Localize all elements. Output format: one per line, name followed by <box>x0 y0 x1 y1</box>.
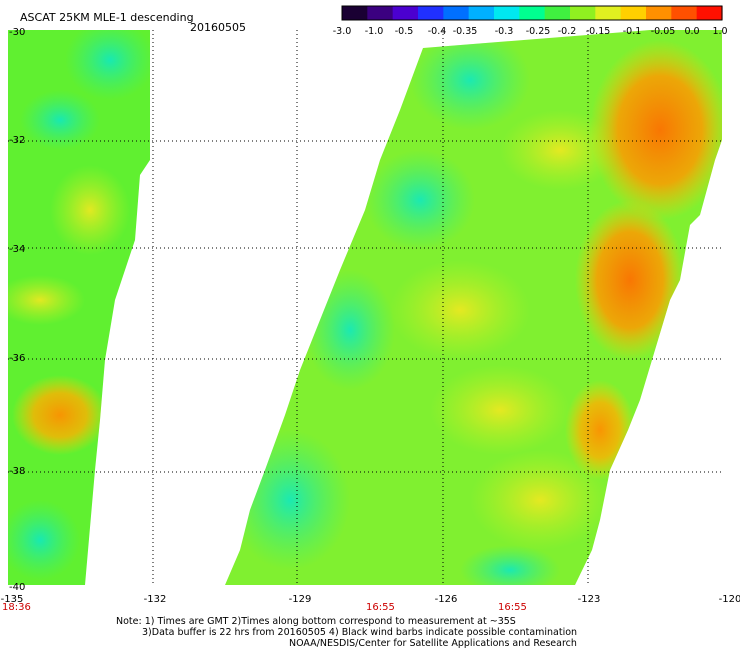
lat-label: -34 <box>9 244 25 255</box>
colorbar-label: -0.1 <box>623 26 642 37</box>
lon-label: -132 <box>144 594 167 605</box>
time-label-mid2: 16:55 <box>498 602 527 613</box>
map-date: 20160505 <box>190 21 246 34</box>
lon-label: -126 <box>435 594 458 605</box>
lon-label: -120 <box>719 594 740 605</box>
colorbar-segment <box>494 6 520 20</box>
note-line-2: 3)Data buffer is 22 hrs from 20160505 4)… <box>142 627 577 638</box>
lat-label: -38 <box>9 466 25 477</box>
time-label-left: 18:36 <box>2 602 31 613</box>
lat-label: -40 <box>9 582 25 593</box>
lon-label: -123 <box>578 594 601 605</box>
colorbar-segment <box>367 6 394 20</box>
colorbar-label: -0.05 <box>651 26 676 37</box>
colorbar-segment <box>418 6 444 20</box>
note-line-1: Note: 1) Times are GMT 2)Times along bot… <box>116 616 516 627</box>
colorbar-segment <box>443 6 470 20</box>
colorbar-label: -0.4 <box>428 26 447 37</box>
lon-labels: -135 -132 -129 -126 -123 -120 <box>1 594 740 605</box>
colorbar-label: -0.5 <box>395 26 414 37</box>
lat-label: -32 <box>9 135 25 146</box>
colorbar-segment <box>620 6 647 20</box>
colorbar-frame <box>341 5 723 21</box>
map-title: ASCAT 25KM MLE-1 descending <box>20 11 194 24</box>
colorbar-segment <box>392 6 419 20</box>
colorbar-label: -0.2 <box>558 26 577 37</box>
lat-label: -36 <box>9 353 25 364</box>
colorbar-label: -0.35 <box>453 26 478 37</box>
colorbar-segment <box>646 6 672 20</box>
colorbar-segment <box>696 6 723 20</box>
lat-label: -30 <box>9 27 25 38</box>
colorbar-label: -3.0 <box>333 26 352 37</box>
colorbar-segment <box>570 6 596 20</box>
colorbar-segment <box>671 6 698 20</box>
colorbar-label: -0.15 <box>586 26 611 37</box>
lon-label: -129 <box>289 594 312 605</box>
colorbar: -3.0 -1.0 -0.5 -0.4 -0.35 -0.3 -0.25 -0.2 -0.15 -… <box>333 5 728 37</box>
lon-label: -135 <box>1 594 24 605</box>
map-grid <box>8 30 722 586</box>
colorbar-label: -0.3 <box>495 26 514 37</box>
colorbar-label: -0.25 <box>526 26 551 37</box>
colorbar-segment <box>519 6 546 20</box>
colorbar-segment <box>342 6 368 20</box>
time-label-mid1: 16:55 <box>366 602 395 613</box>
notes: Note: 1) Times are GMT 2)Times along bot… <box>116 616 577 649</box>
colorbar-segment <box>595 6 622 20</box>
colorbar-label: -1.0 <box>365 26 384 37</box>
colorbar-label: 1.0 <box>712 26 727 37</box>
lat-labels: -30 -32 -34 -36 -38 -40 <box>9 27 25 593</box>
note-line-3: NOAA/NESDIS/Center for Satellite Applica… <box>289 638 577 649</box>
colorbar-label: 0.0 <box>684 26 699 37</box>
time-labels: 18:36 16:55 16:55 <box>2 602 527 613</box>
colorbar-segment <box>544 6 571 20</box>
colorbar-segment <box>468 6 495 20</box>
